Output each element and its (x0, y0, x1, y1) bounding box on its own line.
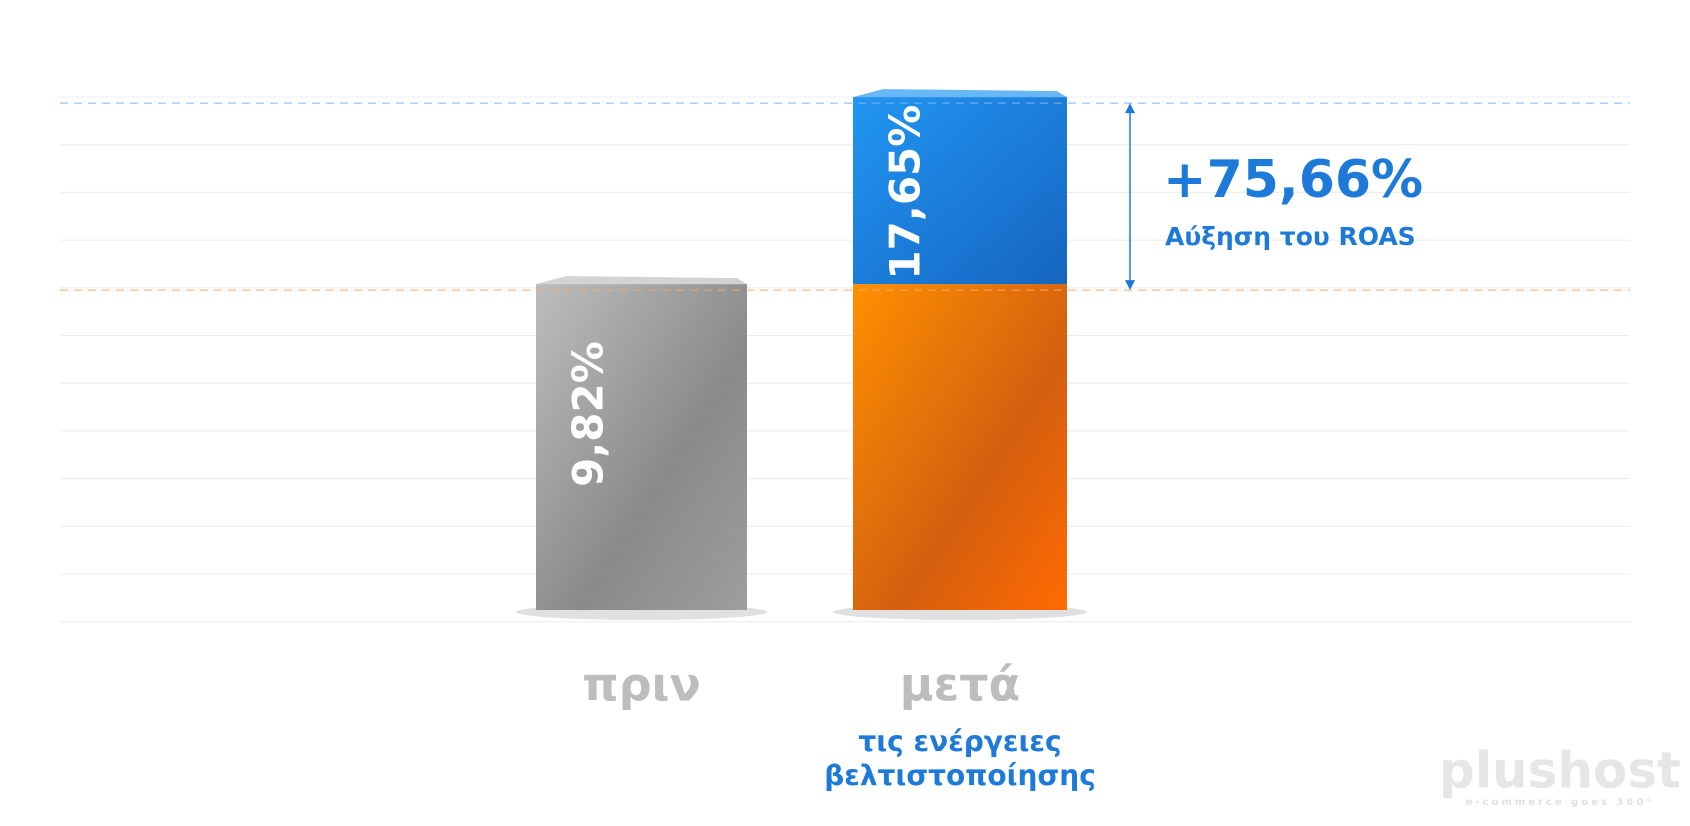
category-label: μετά (900, 658, 1020, 712)
value-label: 9,82% (564, 341, 613, 487)
increase-value: +75,66% (1163, 150, 1423, 210)
category-note: βελτιστοποίησης (824, 759, 1096, 792)
bar (536, 284, 747, 610)
background-lines (60, 96, 1630, 623)
bar-top (536, 276, 747, 285)
bar-base (853, 284, 1067, 610)
logo: plushost (1439, 742, 1681, 800)
increase-text: Αύξηση του ROAS (1165, 222, 1416, 251)
bar-top (853, 89, 1067, 98)
value-label: 17,65% (881, 105, 930, 280)
bar (853, 97, 1067, 285)
arrow-head (1125, 280, 1135, 291)
arrow-head (1125, 103, 1135, 114)
category-note: τις ενέργειες (858, 725, 1061, 758)
category-label: πριν (582, 658, 701, 712)
logo-tagline: e-commerce goes 360° (1466, 797, 1655, 808)
